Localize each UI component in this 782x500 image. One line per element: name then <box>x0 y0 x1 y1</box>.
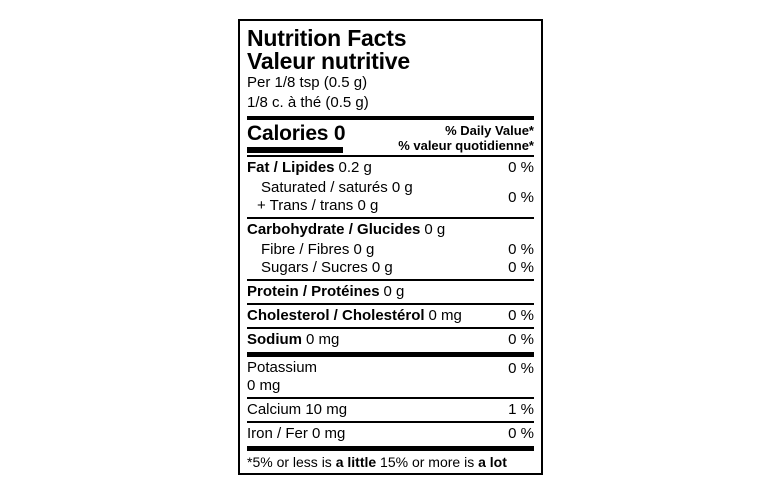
sugars-percent: 0 % <box>508 259 534 276</box>
sodium-amount: 0 mg <box>306 331 340 348</box>
footnote-english: *5% or less is a little 15% or more is a… <box>247 454 534 471</box>
calcium-percent: 1 % <box>508 401 534 418</box>
fibre-label: Fibre / Fibres 0 g <box>261 241 375 258</box>
fibre-row: Fibre / Fibres 0 g 0 % <box>247 241 534 259</box>
cholesterol-label: Cholesterol / Cholestérol 0 mg <box>247 306 462 325</box>
saturated-trans-group: Saturated / saturés 0 g + Trans / trans … <box>247 179 534 217</box>
calories-value: Calories 0 <box>247 122 346 145</box>
saturated-label: Saturated / saturés 0 g <box>261 179 413 196</box>
footnote-en-a-lot: a lot <box>478 454 507 470</box>
title-english: Nutrition Facts <box>247 25 407 51</box>
nutrition-facts-label: Nutrition Facts Valeur nutritive Per 1/8… <box>238 19 543 475</box>
fat-label: Fat / Lipides 0.2 g <box>247 158 372 177</box>
footnote-en-mid: 15% or more is <box>376 454 479 470</box>
potassium-percent: 0 % <box>508 360 534 377</box>
footnote-french: *5% ou moins c'est peu 15% ou plus c'est… <box>247 471 534 473</box>
potassium-row: Potassium 0 mg 0 % <box>247 357 534 397</box>
cholesterol-row: Cholesterol / Cholestérol 0 mg 0 % <box>247 303 534 327</box>
protein-label: Protein / Protéines 0 g <box>247 282 404 301</box>
calories-underline-bar <box>247 147 343 153</box>
footnote: *5% or less is a little 15% or more is a… <box>247 451 534 473</box>
protein-row: Protein / Protéines 0 g <box>247 279 534 303</box>
sugars-row: Sugars / Sucres 0 g 0 % <box>247 259 534 277</box>
calcium-row: Calcium 10 mg 1 % <box>247 397 534 421</box>
footnote-en-a-little: a little <box>335 454 377 470</box>
footnote-en-text: *5% or less is <box>247 454 336 470</box>
saturated-trans-percent: 0 % <box>508 188 534 206</box>
calories-row: Calories 0 % Daily Value* % valeur quoti… <box>247 120 534 153</box>
footnote-fr-mid: 15% ou plus c'est <box>394 471 507 473</box>
calories-block: Calories 0 <box>247 122 346 153</box>
potassium-label: Potassium 0 mg <box>247 359 317 395</box>
serving-size-french: 1/8 c. à thé (0.5 g) <box>247 94 369 111</box>
cholesterol-percent: 0 % <box>508 307 534 324</box>
serving-size-english: Per 1/8 tsp (0.5 g) <box>247 74 368 91</box>
calcium-label: Calcium 10 mg <box>247 401 348 418</box>
fat-row: Fat / Lipides 0.2 g 0 % <box>247 155 534 179</box>
iron-percent: 0 % <box>508 425 534 442</box>
iron-label: Iron / Fer 0 mg <box>247 425 346 442</box>
label-header: Nutrition Facts Valeur nutritive Per 1/8… <box>247 27 534 113</box>
footnote-fr-peu: peu <box>370 471 395 473</box>
carbohydrate-name: Carbohydrate / Glucides <box>247 221 421 238</box>
carbohydrate-row: Carbohydrate / Glucides 0 g <box>247 217 534 241</box>
sugars-label: Sugars / Sucres 0 g <box>261 259 393 276</box>
potassium-name: Potassium <box>247 359 318 376</box>
carbohydrate-label: Carbohydrate / Glucides 0 g <box>247 220 445 239</box>
saturated-trans-labels: Saturated / saturés 0 g + Trans / trans … <box>247 179 413 215</box>
daily-value-header-french: % valeur quotidienne* <box>398 138 534 153</box>
footnote-fr-text: *5% ou moins c'est <box>247 471 370 473</box>
protein-name: Protein / Protéines <box>247 283 380 300</box>
footnote-thick-bar <box>247 446 534 451</box>
potassium-amount: 0 mg <box>247 377 281 394</box>
fat-percent: 0 % <box>508 159 534 176</box>
fat-amount: 0.2 g <box>338 159 372 176</box>
daily-value-header-english: % Daily Value* <box>445 123 534 138</box>
header-separator-bar <box>247 116 534 120</box>
protein-amount: 0 g <box>383 283 405 300</box>
sodium-percent: 0 % <box>508 331 534 348</box>
sodium-name: Sodium <box>247 331 302 348</box>
fat-name: Fat / Lipides <box>247 159 335 176</box>
sodium-potassium-thick-bar <box>247 352 534 357</box>
daily-value-header: % Daily Value* % valeur quotidienne* <box>398 123 534 153</box>
trans-label: + Trans / trans 0 g <box>257 197 379 214</box>
fibre-percent: 0 % <box>508 241 534 258</box>
cholesterol-amount: 0 mg <box>428 307 462 324</box>
sodium-label: Sodium 0 mg <box>247 330 339 349</box>
cholesterol-name: Cholesterol / Cholestérol <box>247 307 425 324</box>
title-french: Valeur nutritive <box>247 48 410 74</box>
carbohydrate-amount: 0 g <box>424 221 446 238</box>
sodium-row: Sodium 0 mg 0 % <box>247 327 534 351</box>
iron-row: Iron / Fer 0 mg 0 % <box>247 421 534 445</box>
